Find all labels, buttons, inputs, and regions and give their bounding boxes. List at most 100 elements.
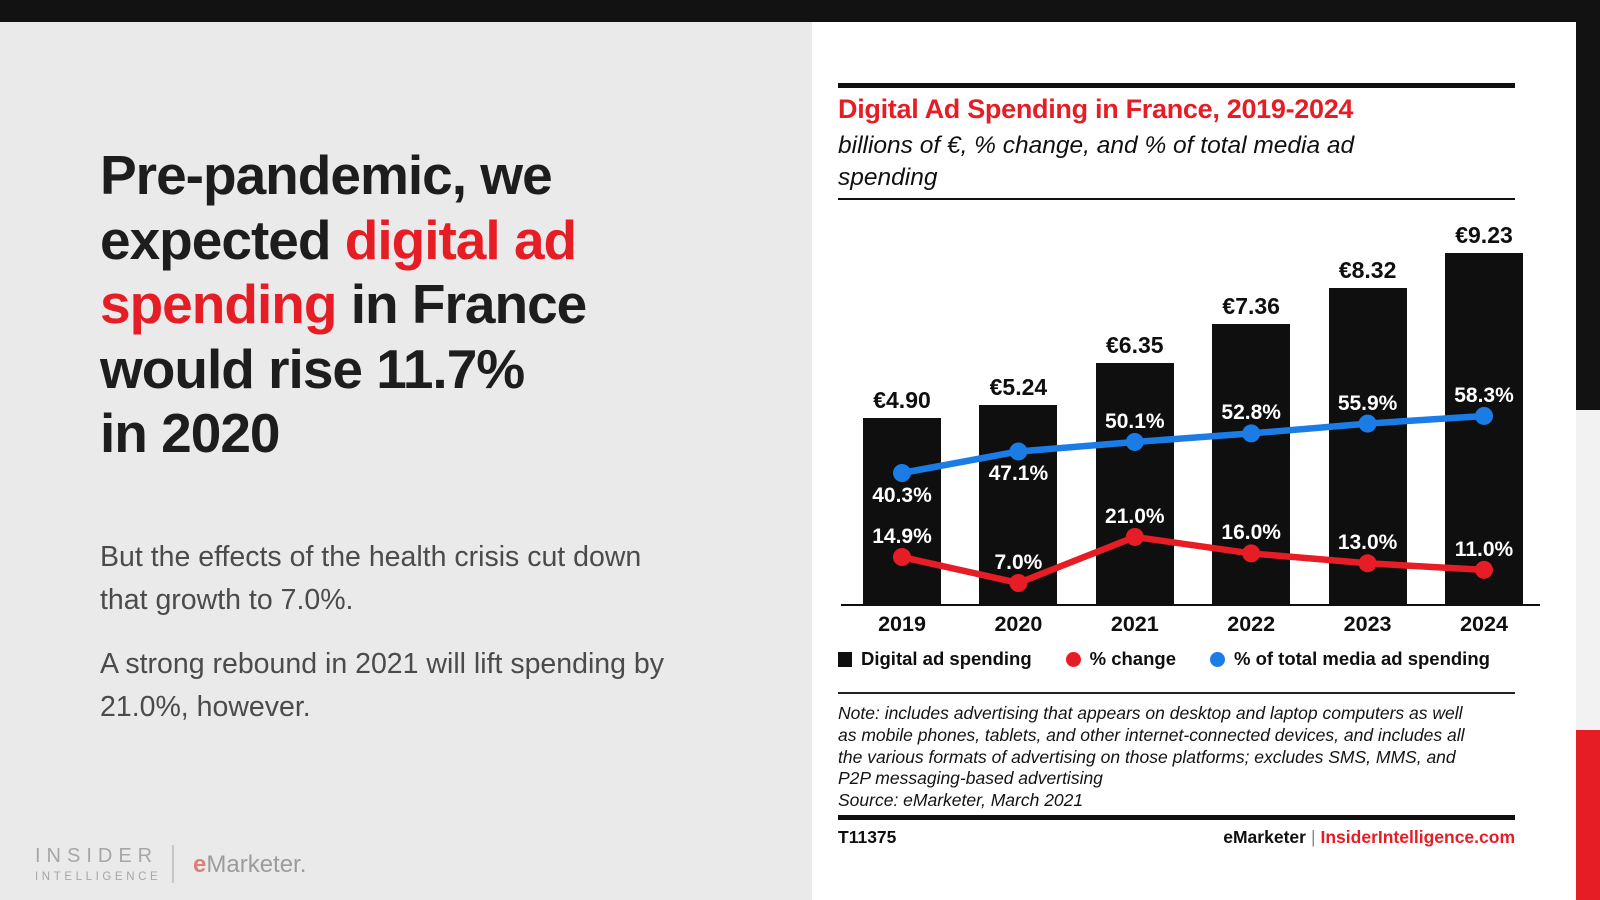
pct-of-total-line (901, 412, 1485, 477)
chart-subtitle-line2: spending (838, 163, 938, 191)
chart-id: T11375 (838, 827, 897, 847)
logo-divider (172, 845, 174, 883)
note-line: as mobile phones, tablets, and other int… (838, 724, 1465, 745)
headline: Pre-pandemic, we expected digital ad spend… (100, 143, 675, 466)
pct-of-total-label: 47.1% (988, 462, 1049, 486)
footer-site-link[interactable]: InsiderIntelligence.com (1320, 827, 1516, 847)
headline-line: expected digital ad (100, 208, 675, 273)
pct-change-label: 13.0% (1337, 531, 1398, 555)
pct-change-label: 14.9% (872, 525, 932, 549)
bar-value-label: €4.90 (873, 386, 931, 413)
pct-change-dot (1358, 554, 1377, 573)
pct-of-total-label: 52.8% (1221, 401, 1281, 425)
line-series-overlay (893, 406, 1493, 592)
headline-text: would rise 11.7% (100, 337, 525, 400)
headline-text: in France (336, 273, 588, 335)
pct-change-dot (1475, 560, 1493, 579)
pct-of-total-label: 58.3% (1454, 383, 1514, 407)
emarketer-logo-text: Marketer. (206, 851, 307, 878)
x-tick-2021: 2021 (1110, 612, 1159, 636)
body-line: that growth to 7.0%. (100, 584, 354, 616)
headline-line: in 2020 (100, 401, 675, 466)
x-tick-2020: 2020 (994, 612, 1043, 636)
bar-2023 (1328, 287, 1407, 604)
legend-item: % change (1065, 648, 1176, 670)
title-top-rule (838, 83, 1515, 88)
pct-of-total-dot (1475, 406, 1493, 425)
right-edge-gray-strip (1576, 410, 1600, 730)
top-black-bar (0, 0, 1600, 22)
pct-of-total-dot (1009, 442, 1028, 461)
x-axis-line (841, 604, 1540, 606)
note-block: Note: includes advertising that appears … (838, 703, 1528, 812)
legend-item: % of total media ad spending (1209, 648, 1490, 670)
left-text-panel (0, 22, 812, 900)
pct-of-total-dot (1242, 424, 1261, 443)
pct-of-total-label: 40.3% (872, 484, 932, 507)
headline-text: in 2020 (100, 402, 281, 464)
emarketer-logo-e: e (193, 851, 207, 878)
headline-red-text: digital ad (344, 208, 577, 271)
chart-subtitle-line1: billions of €, % change, and % of total … (838, 132, 1355, 159)
x-tick-2023: 2023 (1343, 612, 1392, 636)
legend-label: % of total media ad spending (1233, 648, 1490, 669)
note-line: Note: includes advertising that appears … (838, 703, 1463, 723)
x-tick-2022: 2022 (1227, 612, 1276, 636)
x-tick-2024: 2024 (1460, 612, 1508, 636)
pct-change-dot (893, 548, 911, 567)
footer-top-rule (838, 815, 1515, 820)
bar-value-label: €9.23 (1455, 222, 1513, 249)
legend-square-icon (838, 651, 852, 667)
body-copy: But the effects of the health crisis cut… (100, 536, 740, 750)
pct-of-total-label: 55.9% (1337, 391, 1398, 415)
chart-legend: Digital ad spending % change % of total me… (838, 648, 1528, 670)
bar-value-label: €6.35 (1106, 331, 1164, 358)
pct-change-label: 11.0% (1454, 537, 1514, 561)
pct-change-dot (1242, 544, 1261, 563)
note-line: the various formats of advertising on th… (838, 746, 1456, 767)
pct-change-label: 16.0% (1221, 521, 1281, 545)
legend-dot-icon (1209, 651, 1225, 667)
body-paragraph: But the effects of the health crisis cut… (100, 536, 740, 622)
headline-line: Pre-pandemic, we (100, 143, 675, 208)
insider-intelligence-logo-sub: INTELLIGENCE (35, 871, 162, 883)
legend-label: Digital ad spending (861, 648, 1032, 669)
footer-row: T11375 eMarketer | InsiderIntelligence.com (838, 827, 1515, 848)
pct-change-line (901, 533, 1485, 587)
chart-title: Digital Ad Spending in France, 2019-2024 (838, 94, 1354, 124)
right-edge-black-strip (1576, 0, 1600, 410)
footer-separator: | (1310, 827, 1316, 847)
insider-intelligence-logo: INSIDER (35, 845, 159, 867)
logo-block: INSIDER INTELLIGENCE eMarketer. (35, 843, 435, 888)
pct-of-total-label: 50.1% (1105, 409, 1165, 433)
note-line: P2P messaging-based advertising (838, 768, 1103, 789)
pct-change-dot (1009, 574, 1028, 592)
legend-item: Digital ad spending (838, 648, 1032, 670)
bar-value-label: €7.36 (1222, 293, 1280, 320)
body-line: But the effects of the health crisis cut… (100, 541, 642, 573)
legend-dot-icon (1065, 651, 1081, 667)
x-tick-2019: 2019 (878, 612, 926, 636)
right-edge-red-strip (1576, 730, 1600, 900)
bar-2019 (863, 417, 941, 604)
pct-of-total-dot (1358, 414, 1377, 433)
source-line: Source: eMarketer, March 2021 (838, 790, 1084, 811)
bar-value-label: €5.24 (989, 373, 1048, 400)
emarketer-logo: eMarketer. (193, 851, 306, 879)
title-bottom-rule (838, 198, 1515, 200)
legend-label: % change (1089, 648, 1176, 669)
bar-2024 (1445, 253, 1523, 604)
headline-line: spending in France (100, 272, 675, 337)
chart-plot-area: €4.90 €5.24 €6.35 €7.36 €8.32 €9.23 2019 2020 20… (820, 210, 1546, 640)
body-paragraph: A strong rebound in 2021 will lift spend… (100, 643, 740, 729)
body-line: A strong rebound in 2021 will lift spend… (100, 648, 665, 680)
pct-of-total-dot (1125, 432, 1144, 451)
pct-change-label: 21.0% (1105, 504, 1165, 528)
headline-line: would rise 11.7% (100, 337, 675, 402)
pct-of-total-dot (893, 464, 911, 482)
headline-red-text: spending (100, 273, 337, 335)
footer-brand: eMarketer | InsiderIntelligence.com (1223, 827, 1515, 848)
bar-value-label: €8.32 (1338, 256, 1397, 283)
chart-subtitle: billions of €, % change, and % of total … (838, 130, 1515, 193)
headline-text: Pre-pandemic, we (100, 144, 553, 206)
